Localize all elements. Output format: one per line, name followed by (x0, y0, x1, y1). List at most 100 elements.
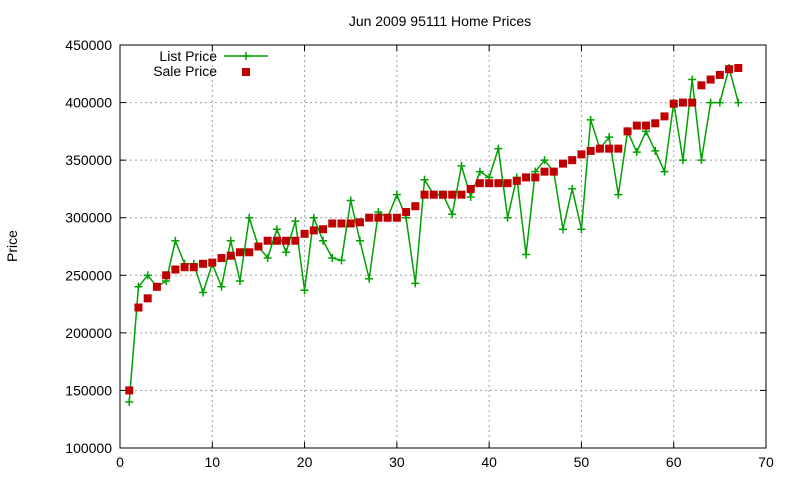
sale-price-point (254, 242, 263, 251)
x-tick-label: 10 (204, 454, 220, 470)
sale-price-point (235, 248, 244, 257)
list-price-point (678, 156, 687, 165)
list-price-point (263, 254, 272, 263)
y-tick-label: 350000 (65, 152, 112, 168)
sale-price-point (346, 219, 355, 228)
legend-label-list-price: List Price (159, 48, 217, 64)
list-price-point (134, 282, 143, 291)
sale-price-point (337, 219, 346, 228)
sale-price-point (291, 236, 300, 245)
sale-price-point (669, 99, 678, 108)
sale-price-point (605, 144, 614, 153)
legend-label-sale-price: Sale Price (153, 63, 217, 79)
list-price-point (697, 156, 706, 165)
sale-price-point (549, 167, 558, 176)
list-price-point (291, 217, 300, 226)
list-price-point (660, 167, 669, 176)
grid (120, 45, 766, 448)
y-tick-label: 450000 (65, 37, 112, 53)
sale-price-point (383, 213, 392, 222)
sale-price-point (199, 259, 208, 268)
sale-price-point (540, 167, 549, 176)
sale-price-point (420, 190, 429, 199)
plot-frame (119, 44, 767, 449)
sale-price-point (392, 213, 401, 222)
list-price-point (632, 148, 641, 157)
plot-area (125, 64, 743, 406)
x-tick-label: 50 (574, 454, 590, 470)
list-price-point (457, 161, 466, 170)
sale-price-point (632, 121, 641, 130)
list-price-point (494, 144, 503, 153)
list-price-point (614, 190, 623, 199)
list-price-point (558, 225, 567, 234)
sale-price-point (263, 236, 272, 245)
chart-title: Jun 2009 95111 Home Prices (349, 13, 531, 29)
sale-price-point (448, 190, 457, 199)
x-tick-label: 70 (758, 454, 774, 470)
list-price-point (300, 286, 309, 295)
sale-price-point (715, 70, 724, 79)
legend: List Price Sale Price (153, 48, 268, 79)
sale-price-point (623, 127, 632, 136)
list-price-point (577, 225, 586, 234)
sale-price-point (134, 303, 143, 312)
list-price-point (448, 210, 457, 219)
list-price-point (226, 236, 235, 245)
sale-price-point (688, 98, 697, 107)
list-price-point (143, 271, 152, 280)
sale-price-point (328, 219, 337, 228)
sale-price-point (494, 179, 503, 188)
sale-price-point (402, 207, 411, 216)
x-tick-label: 0 (116, 454, 124, 470)
sale-price-point (152, 282, 161, 291)
list-price-point (706, 98, 715, 107)
x-tick-label: 60 (666, 454, 682, 470)
sale-price-point (595, 144, 604, 153)
list-price-point (540, 156, 549, 165)
list-price-point (734, 98, 743, 107)
sale-price-point (734, 64, 743, 73)
list-price-point (568, 184, 577, 193)
list-price-point (522, 250, 531, 259)
sale-price-point (411, 202, 420, 211)
sale-price-point (208, 258, 217, 267)
y-axis-label: Price (4, 230, 20, 262)
sale-price-point (485, 179, 494, 188)
sale-price-point (125, 386, 134, 395)
list-price-point (651, 146, 660, 155)
list-price-point (235, 277, 244, 286)
sale-price-point (697, 81, 706, 90)
sale-price-point (466, 184, 475, 193)
list-price-point (715, 98, 724, 107)
sale-price-point (706, 75, 715, 84)
sale-price-point (586, 146, 595, 155)
list-price-point (355, 236, 364, 245)
list-price-point (328, 254, 337, 263)
list-price-point (503, 213, 512, 222)
y-tick-label: 250000 (65, 267, 112, 283)
legend-marker-sale-price (242, 68, 250, 76)
list-price-point (466, 192, 475, 201)
y-tick-label: 400000 (65, 95, 112, 111)
list-price-line (128, 65, 740, 403)
x-tick-label: 20 (297, 454, 313, 470)
x-ticks: 0 10 20 30 40 50 60 70 (116, 45, 774, 470)
sale-price-point (272, 236, 281, 245)
y-ticks: 100000 150000 200000 250000 300000 350000 4000… (65, 37, 766, 456)
sale-price-point (651, 119, 660, 128)
sale-price-point (568, 156, 577, 165)
sale-price-point (226, 251, 235, 260)
sale-price-point (503, 179, 512, 188)
sale-price-point (171, 265, 180, 274)
sale-price-point (512, 176, 521, 185)
sale-price-point (531, 173, 540, 182)
y-tick-label: 300000 (65, 210, 112, 226)
sale-price-point (162, 271, 171, 280)
list-price-point (346, 196, 355, 205)
list-price-point (309, 213, 318, 222)
list-price-point (365, 274, 374, 283)
list-price-point (475, 167, 484, 176)
x-tick-label: 40 (481, 454, 497, 470)
